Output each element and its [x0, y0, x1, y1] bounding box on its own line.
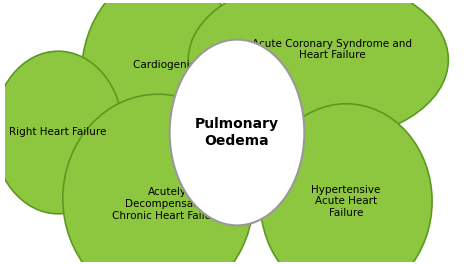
- Ellipse shape: [0, 51, 123, 214]
- Text: Acute Coronary Syndrome and
Heart Failure: Acute Coronary Syndrome and Heart Failur…: [252, 39, 412, 60]
- Text: Right Heart Failure: Right Heart Failure: [9, 127, 107, 138]
- Ellipse shape: [82, 0, 244, 178]
- Text: Cardiogenic Shock: Cardiogenic Shock: [133, 60, 230, 70]
- Ellipse shape: [170, 39, 304, 226]
- Text: Acutely
Decompensated
Chronic Heart Failure: Acutely Decompensated Chronic Heart Fail…: [112, 187, 222, 220]
- Text: Pulmonary
Oedema: Pulmonary Oedema: [195, 117, 279, 148]
- Ellipse shape: [260, 104, 432, 265]
- Ellipse shape: [188, 0, 448, 141]
- Ellipse shape: [63, 94, 253, 265]
- Text: Hypertensive
Acute Heart
Failure: Hypertensive Acute Heart Failure: [311, 185, 381, 218]
